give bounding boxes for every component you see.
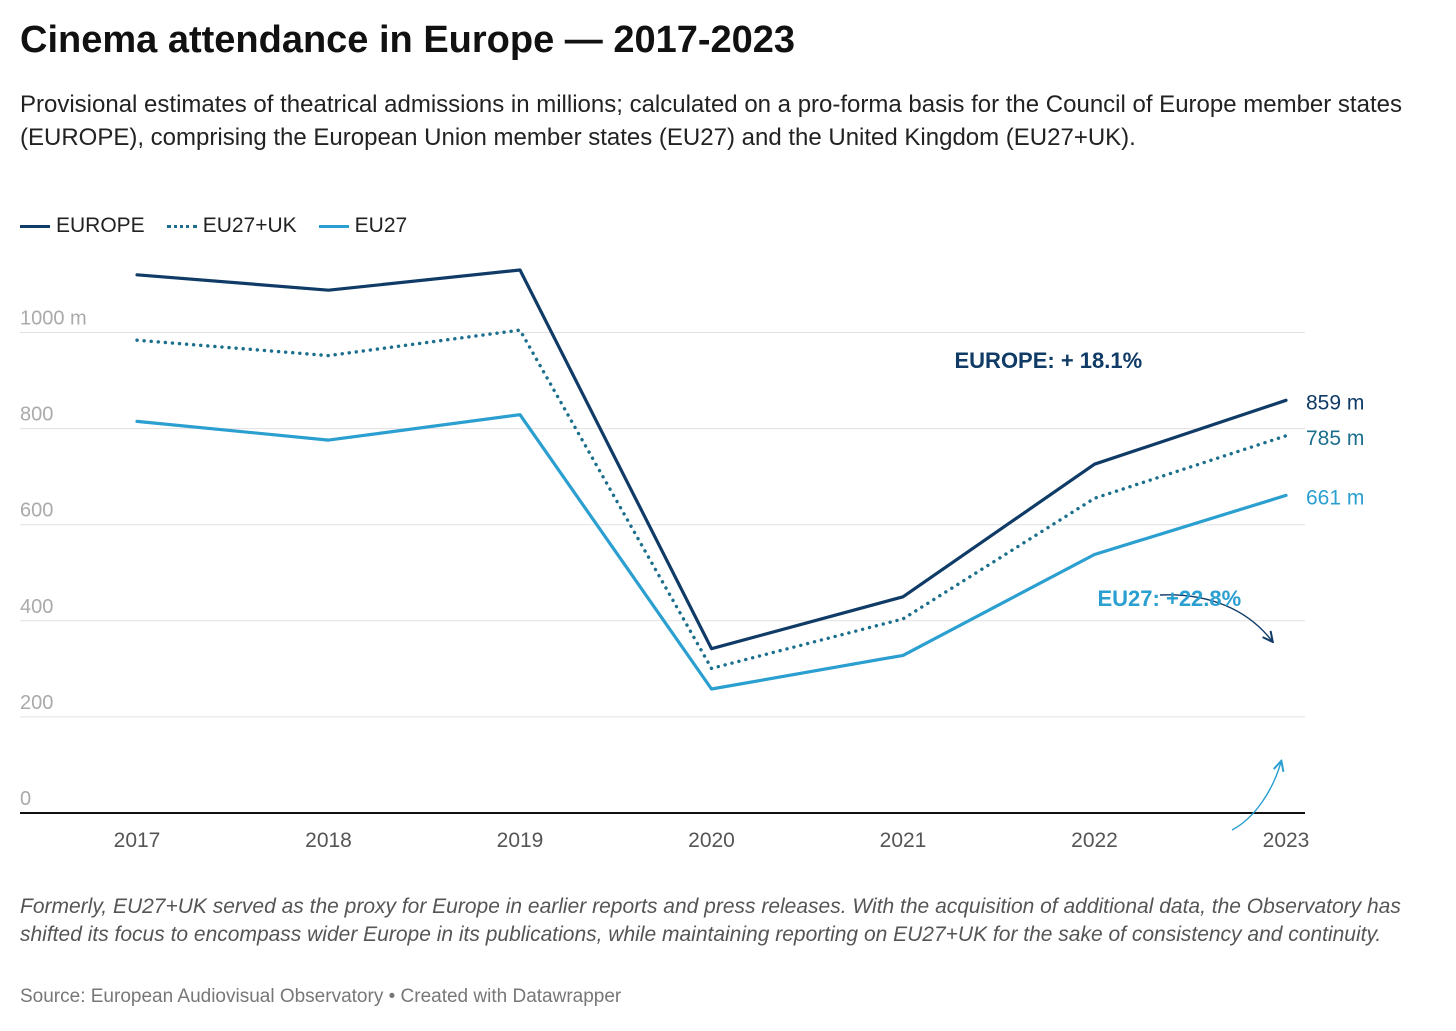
x-tick-label: 2023	[1263, 829, 1310, 852]
legend-item-europe: EUROPE	[20, 214, 145, 238]
legend-label-eu27: EU27	[354, 214, 408, 237]
series-line-eu27	[135, 413, 1288, 691]
legend-swatch-eu27	[318, 224, 349, 228]
chart-source: Source: European Audiovisual Observatory…	[20, 986, 622, 1007]
x-tick-label: 2017	[114, 829, 161, 852]
chart-legend: EUROPE EU27+UK EU27	[20, 214, 429, 238]
x-tick-label: 2022	[1071, 829, 1118, 852]
legend-item-eu27: EU27	[318, 214, 408, 238]
annotation-europe: EUROPE: + 18.1%	[955, 348, 1143, 373]
y-tick-label: 0	[20, 788, 31, 810]
legend-swatch-eu27-uk	[166, 224, 197, 228]
end-value-label: 785 m	[1306, 427, 1364, 450]
series-line-europe	[135, 268, 1288, 651]
series-line-eu27-uk	[135, 328, 1288, 671]
chart-subtitle: Provisional estimates of theatrical admi…	[20, 91, 1402, 151]
legend-label-europe: EUROPE	[56, 214, 145, 237]
x-tick-label: 2019	[497, 829, 544, 852]
line-chart: 0 200 400 600 800 1000 m 2017 2018 2019 2020 2021 2…	[20, 268, 1364, 853]
y-tick-label: 1000 m	[20, 308, 87, 330]
grid-layer	[20, 332, 1305, 814]
series-layer	[135, 268, 1288, 691]
y-tick-label: 400	[20, 596, 53, 618]
annotation-arrow-eu27	[1231, 762, 1281, 831]
chart-note: Formerly, EU27+UK served as the proxy fo…	[20, 895, 1401, 946]
x-tick-label: 2021	[880, 829, 927, 852]
label-layer: 0 200 400 600 800 1000 m 2017 2018 2019 2020 2021 2…	[20, 308, 1364, 853]
annotation-arrow-europe	[1159, 594, 1272, 641]
y-tick-label: 800	[20, 404, 53, 426]
legend-swatch-europe	[20, 224, 50, 228]
x-tick-label: 2020	[688, 829, 735, 852]
x-tick-label: 2018	[305, 829, 352, 852]
legend-item-eu27-uk: EU27+UK	[166, 214, 297, 238]
y-tick-label: 600	[20, 500, 53, 522]
chart-title: Cinema attendance in Europe — 2017-2023	[20, 19, 796, 61]
legend-label-eu27-uk: EU27+UK	[202, 214, 297, 237]
end-value-label: 859 m	[1306, 391, 1364, 414]
end-value-label: 661 m	[1306, 486, 1364, 509]
y-tick-label: 200	[20, 692, 53, 714]
annotation-eu27: EU27: +22.8%	[1098, 586, 1242, 611]
